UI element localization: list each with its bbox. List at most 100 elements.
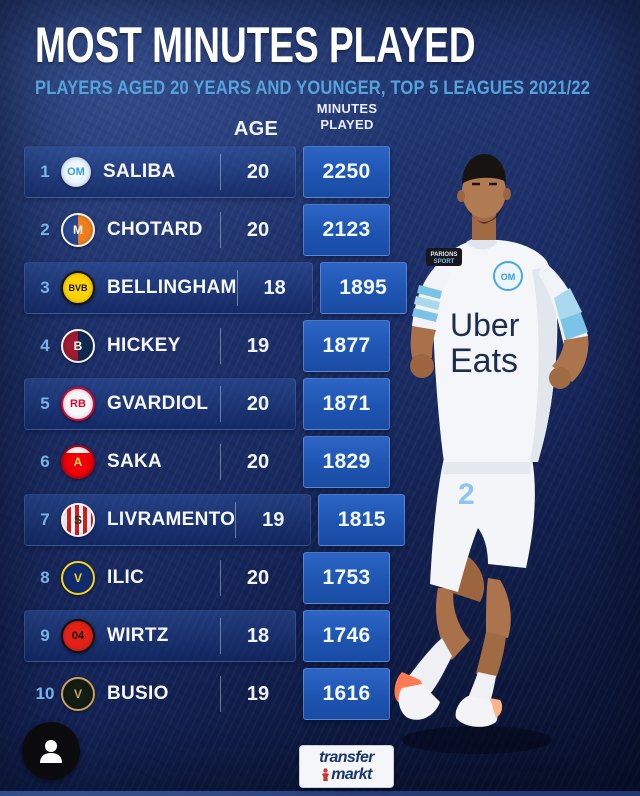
player-name: SAKA xyxy=(107,451,163,472)
club-crest-marseille: OM xyxy=(61,157,91,187)
player-photo-illustration: 2 PARIONS SPORT OM Uber Eats xyxy=(394,154,589,754)
rank-label: 7 xyxy=(40,510,50,529)
row-panel: 6 A SAKA 20 xyxy=(24,436,296,488)
table-row: 2 M CHOTARD 20 2123 xyxy=(24,204,390,256)
rank-label: 1 xyxy=(40,162,50,181)
crest-text: RB xyxy=(70,397,86,410)
column-divider xyxy=(220,328,221,364)
club-crest-dortmund: BVB xyxy=(61,271,95,305)
jersey-sponsor-line2: Eats xyxy=(450,342,518,380)
age-value: 20 xyxy=(246,566,270,589)
page-subtitle: PLAYERS AGED 20 YEARS AND YOUNGER, TOP 5… xyxy=(35,78,591,99)
club-crest-arsenal: A xyxy=(61,445,95,479)
table-row: 8 V ILIC 20 1753 xyxy=(24,552,390,604)
table-row: 6 A SAKA 20 1829 xyxy=(24,436,390,488)
player-name: BUSIO xyxy=(107,683,169,704)
row-panel: 9 04 WIRTZ 18 xyxy=(24,610,296,662)
rank-label: 2 xyxy=(40,220,50,239)
minutes-box: 1829 xyxy=(303,436,390,488)
row-panel: 4 B HICKEY 19 xyxy=(24,320,296,372)
column-header-age: AGE xyxy=(233,118,279,140)
crest-text: OM xyxy=(67,165,85,178)
minutes-box: 1746 xyxy=(303,610,390,662)
crest-text: 04 xyxy=(71,629,85,642)
column-header-minutes-line2: PLAYED xyxy=(320,117,374,133)
rank-label: 3 xyxy=(40,278,50,297)
table-row: 5 RB GVARDIOL 20 1871 xyxy=(24,378,390,430)
row-panel: 1 OM SALIBA 20 xyxy=(24,146,296,198)
transfermarkt-logo-line2-wrap: markt xyxy=(321,765,372,783)
row-panel: 3 BVB BELLINGHAM 18 xyxy=(24,262,313,314)
minutes-box: 1877 xyxy=(303,320,390,372)
age-value: 19 xyxy=(246,334,270,357)
column-header-minutes-line1: MINUTES xyxy=(316,101,378,116)
transfermarkt-logo-line1: transfer xyxy=(319,749,374,767)
player-name: ILIC xyxy=(107,567,145,588)
column-divider xyxy=(220,444,221,480)
crest-text: S xyxy=(73,513,82,527)
player-name: LIVRAMENTO xyxy=(107,509,236,530)
crest-text: V xyxy=(73,571,82,585)
rank-label: 9 xyxy=(40,626,50,645)
column-divider xyxy=(220,212,221,248)
age-value: 19 xyxy=(246,682,270,705)
age-value: 20 xyxy=(246,392,270,415)
club-crest-southampton: S xyxy=(61,503,95,537)
row-panel: 10 V BUSIO 19 xyxy=(24,668,296,720)
age-value: 20 xyxy=(246,218,270,241)
club-crest-montpellier: M xyxy=(61,213,95,247)
table-row: 10 V BUSIO 19 1616 xyxy=(24,668,390,720)
club-crest-leipzig: RB xyxy=(61,387,95,421)
minutes-box: 2123 xyxy=(303,204,390,256)
table-row: 9 04 WIRTZ 18 1746 xyxy=(24,610,390,662)
row-panel: 8 V ILIC 20 xyxy=(24,552,296,604)
club-crest-verona: V xyxy=(61,561,95,595)
jersey-patch-line1: PARIONS xyxy=(431,252,458,258)
crest-text: A xyxy=(73,455,83,469)
player-name: HICKEY xyxy=(107,335,181,356)
jersey-patch-line2: SPORT xyxy=(434,259,455,265)
jersey-crest-text: OM xyxy=(501,272,516,282)
column-divider xyxy=(220,676,221,712)
transfermarkt-figure-icon xyxy=(322,768,330,782)
page-title: MOST MINUTES PLAYED xyxy=(35,17,476,73)
table-row: 3 BVB BELLINGHAM 18 1895 xyxy=(24,262,407,314)
rank-label: 6 xyxy=(40,452,50,471)
column-divider xyxy=(220,154,221,190)
column-divider xyxy=(235,502,237,538)
rank-label: 10 xyxy=(35,684,55,703)
column-divider xyxy=(220,386,221,422)
player-name: SALIBA xyxy=(103,161,176,182)
ranking-table: 1 OM SALIBA 20 2250 2 M CHOTARD 20 2123 … xyxy=(24,146,407,720)
rank-label: 4 xyxy=(40,336,50,355)
column-divider xyxy=(220,618,221,654)
transfermarkt-logo-line2: markt xyxy=(331,765,372,783)
age-value: 20 xyxy=(246,450,270,473)
age-value: 18 xyxy=(263,276,286,299)
person-icon xyxy=(40,740,62,763)
player-name: CHOTARD xyxy=(107,219,203,240)
column-header-minutes: MINUTES PLAYED xyxy=(304,101,390,134)
minutes-box: 1895 xyxy=(319,262,407,314)
row-panel: 5 RB GVARDIOL 20 xyxy=(24,378,296,430)
crest-text: M xyxy=(73,223,83,237)
table-row: 4 B HICKEY 19 1877 xyxy=(24,320,390,372)
age-value: 20 xyxy=(246,160,270,183)
club-crest-bologna: B xyxy=(61,329,95,363)
club-crest-venezia: V xyxy=(61,677,95,711)
shorts-number: 2 xyxy=(458,478,475,511)
minutes-box: 2250 xyxy=(303,146,390,198)
minutes-box: 1753 xyxy=(303,552,390,604)
age-value: 19 xyxy=(262,508,285,531)
minutes-box: 1616 xyxy=(303,668,390,720)
transfermarkt-logo: transfer markt xyxy=(299,745,394,788)
age-value: 18 xyxy=(246,624,270,647)
header: MOST MINUTES PLAYED PLAYERS AGED 20 YEAR… xyxy=(35,20,640,100)
minutes-box: 1815 xyxy=(318,494,406,546)
player-name: GVARDIOL xyxy=(107,393,209,414)
jersey-sponsor-line1: Uber xyxy=(450,307,520,343)
rank-label: 5 xyxy=(40,394,50,413)
player-name: BELLINGHAM xyxy=(107,277,237,298)
row-panel: 2 M CHOTARD 20 xyxy=(24,204,296,256)
crest-text: V xyxy=(73,687,82,701)
